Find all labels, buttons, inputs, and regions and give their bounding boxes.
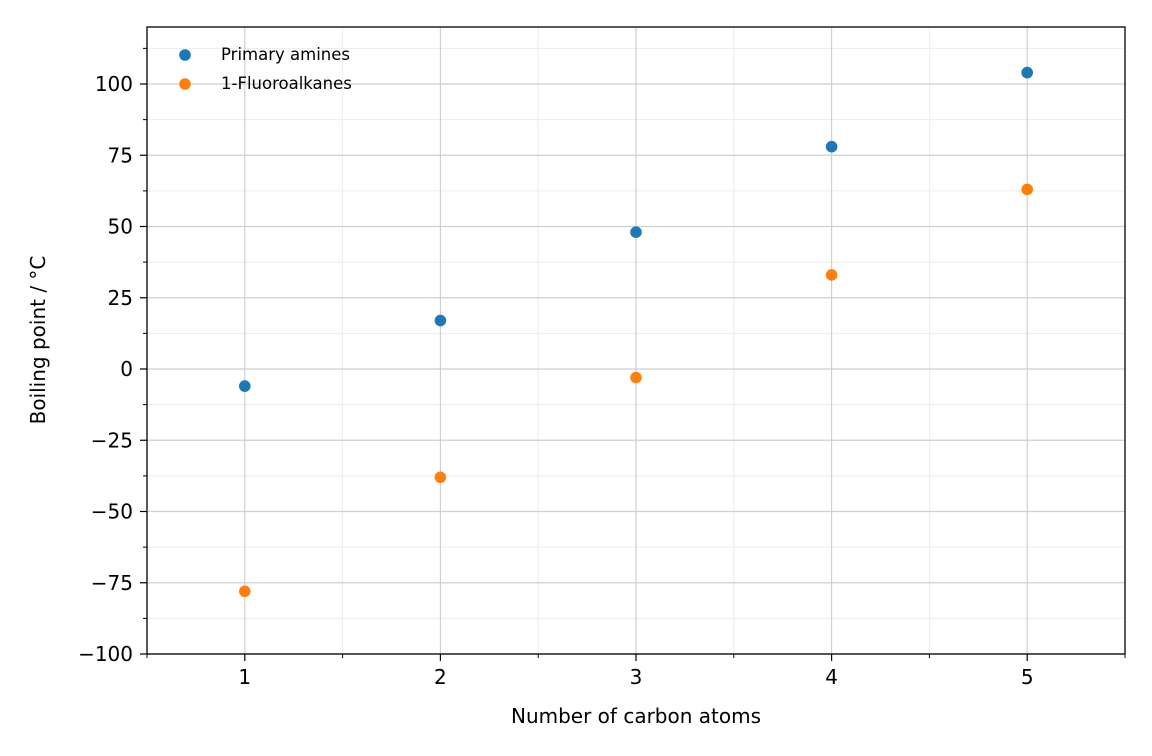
y-tick-label: −25 xyxy=(91,428,133,452)
legend-marker-1-fluoroalkanes xyxy=(179,78,191,90)
y-tick-label: −100 xyxy=(78,642,133,666)
y-axis-label: Boiling point / °C xyxy=(26,256,50,425)
legend: Primary amines 1-Fluoroalkanes xyxy=(179,45,352,93)
legend-label-1-fluoroalkanes: 1-Fluoroalkanes xyxy=(221,74,352,93)
y-tick-label: 25 xyxy=(108,286,133,310)
legend-marker-primary-amines xyxy=(179,49,191,61)
data-point-primary-amines xyxy=(630,226,642,238)
data-point-1-fluoroalkanes xyxy=(434,471,447,484)
data-point-1-fluoroalkanes xyxy=(239,585,251,598)
data-point-primary-amines xyxy=(1021,66,1033,79)
data-point-primary-amines xyxy=(825,140,838,153)
x-tick-label: 1 xyxy=(238,665,251,689)
x-axis-label: Number of carbon atoms xyxy=(511,704,761,728)
legend-label-primary-amines: Primary amines xyxy=(221,45,350,64)
y-tick-label: 50 xyxy=(108,215,133,239)
y-tick-label: 100 xyxy=(95,72,133,96)
x-tick-label: 5 xyxy=(1021,665,1034,689)
x-tick-label: 2 xyxy=(434,665,447,689)
data-point-primary-amines xyxy=(239,380,251,392)
x-tick-label: 4 xyxy=(825,665,838,689)
y-tick-label: −50 xyxy=(91,500,133,524)
y-tick-label: −75 xyxy=(91,571,133,595)
data-point-1-fluoroalkanes xyxy=(825,269,838,281)
data-point-primary-amines xyxy=(434,314,447,327)
y-tick-label: 75 xyxy=(108,143,133,167)
plot-frame xyxy=(146,26,1126,655)
axis-ticks: 1 2 3 4 5 −100 −75 −50 −25 0 25 50 75 100 xyxy=(78,47,1126,689)
data-points xyxy=(239,66,1033,598)
data-point-1-fluoroalkanes xyxy=(630,371,642,384)
data-point-1-fluoroalkanes xyxy=(1021,183,1033,196)
y-tick-label: 0 xyxy=(120,357,133,381)
x-tick-label: 3 xyxy=(630,665,643,689)
